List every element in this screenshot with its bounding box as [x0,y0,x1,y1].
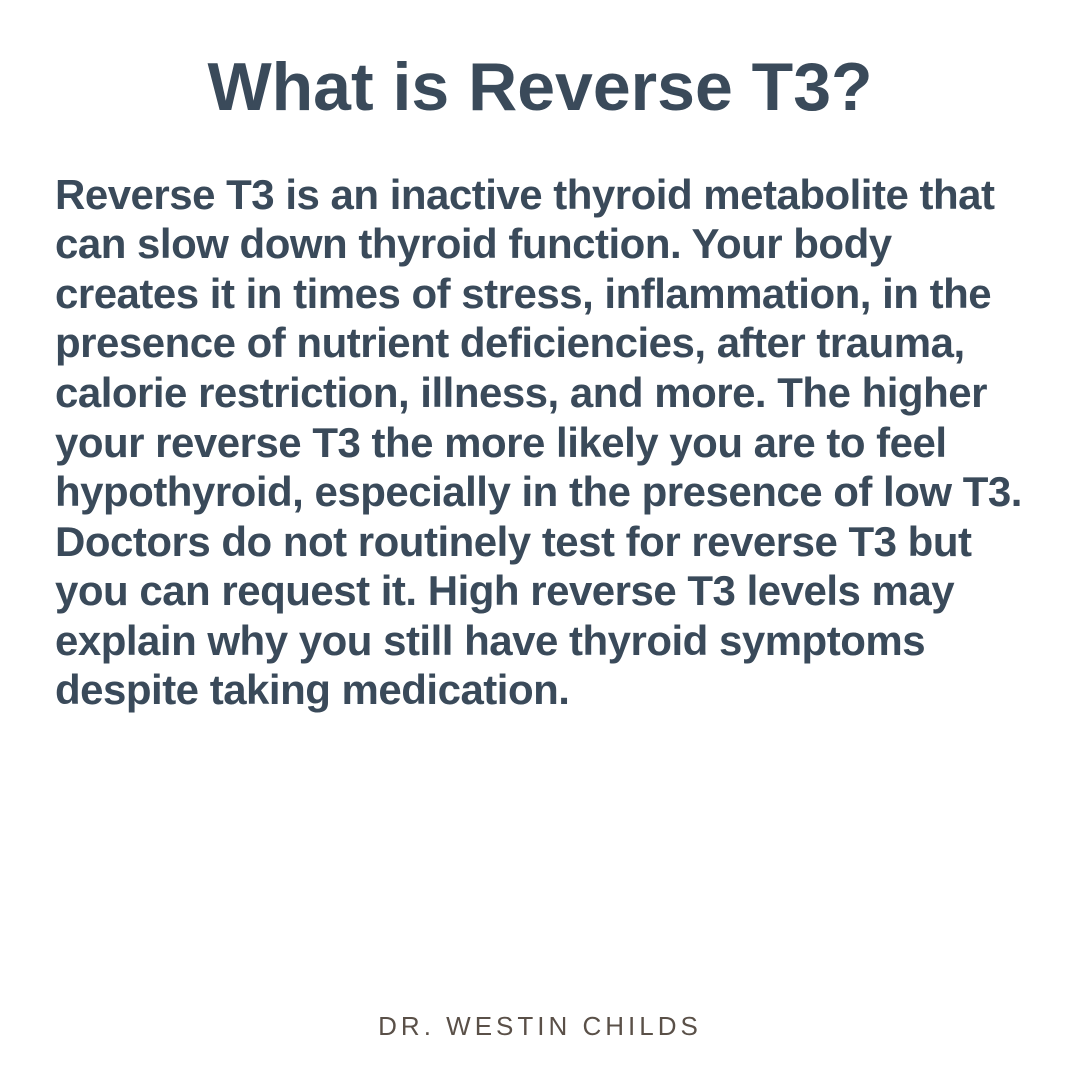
author-footer: DR. WESTIN CHILDS [0,1011,1080,1042]
page-title: What is Reverse T3? [55,50,1025,125]
body-paragraph: Reverse T3 is an inactive thyroid metabo… [55,170,1025,715]
